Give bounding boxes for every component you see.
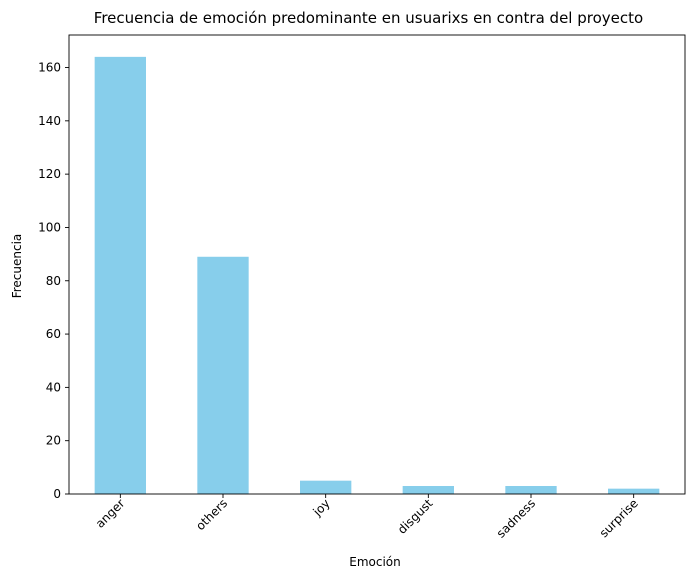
chart-title: Frecuencia de emoción predominante en us… [94,9,643,27]
y-tick-label: 60 [46,327,61,341]
bar-others [197,256,249,494]
x-axis-label: Emoción [349,555,401,569]
y-tick-label: 0 [53,487,61,501]
bar-disgust [402,486,454,494]
y-axis-label: Frecuencia [10,234,24,299]
y-tick-label: 160 [38,61,61,75]
y-tick-label: 120 [38,167,61,181]
bar-anger [94,56,146,494]
y-axis-ticks: 0 20 40 60 80 100 120 140 160 [38,61,69,501]
y-tick-label: 140 [38,114,61,128]
plot-frame [68,34,686,495]
y-tick-label: 40 [46,380,61,394]
bar-sadness [505,486,557,494]
y-tick-label: 100 [38,220,61,234]
y-tick-label: 20 [46,434,61,448]
y-tick-label: 80 [46,274,61,288]
bar-joy [300,480,352,494]
bar-surprise [608,488,660,494]
bars-group [94,56,660,494]
